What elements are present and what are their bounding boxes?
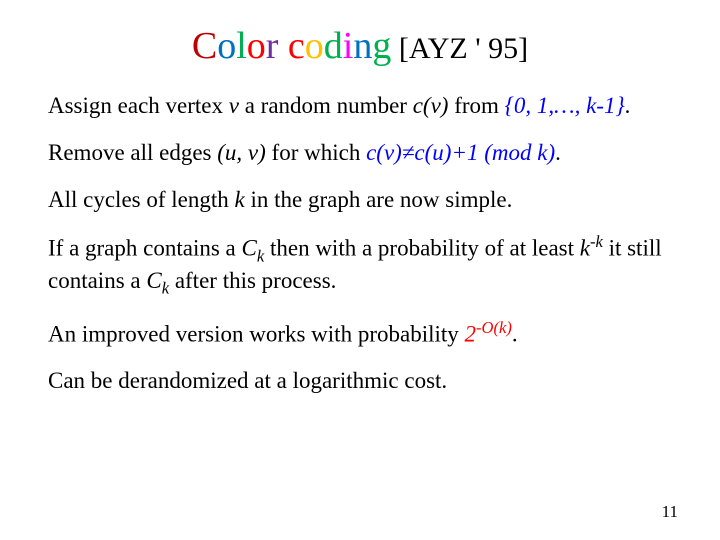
p4-text-a: If a graph contains a [48,236,242,261]
p4-C1: C [242,236,257,261]
p1-cv: c(v) [413,93,449,118]
p5-base: 2 [465,321,477,346]
slide-container: Color coding [AYZ ' 95] Assign each vert… [0,0,720,540]
p1-text-b: a random number [239,93,413,118]
p2-text-a: Remove all edges [48,140,217,165]
paragraph-2: Remove all edges (u, v) for which c(v)≠c… [48,139,672,168]
p4-k2-sub: k [162,279,169,298]
p2-uv: (u, v) [217,140,266,165]
p3-text-a: All cycles of length [48,187,235,212]
p4-exp: -k [590,232,603,251]
paragraph-5: An improved version works with probabili… [48,318,672,349]
p2-text-b: for which [266,140,366,165]
p3-k: k [235,187,245,212]
paragraph-6: Can be derandomized at a logarithmic cos… [48,367,672,396]
p5-text-b: . [512,321,518,346]
p4-text-b: then with a probability of at least [264,236,580,261]
paragraph-3: All cycles of length k in the graph are … [48,186,672,215]
p4-text-d: after this process. [169,268,336,293]
title-citation: [AYZ ' 95] [391,32,528,65]
p5-text-a: An improved version works with probabili… [48,321,465,346]
p4-C2: C [146,268,161,293]
page-number: 11 [662,502,678,522]
p4-kk: k [580,236,590,261]
paragraph-4: If a graph contains a Ck then with a pro… [48,232,672,299]
p1-text-a: Assign each vertex [48,93,229,118]
p3-text-b: in the graph are now simple. [245,187,513,212]
p2-cond: c(v)≠c(u)+1 (mod k) [366,140,555,165]
slide-title: Color coding [AYZ ' 95] [48,24,672,68]
p1-text-d: . [625,93,631,118]
p5-exp: -O(k) [476,318,512,337]
paragraph-1: Assign each vertex v a random number c(v… [48,92,672,121]
p1-var-v: v [229,93,239,118]
p2-text-c: . [555,140,561,165]
p1-text-c: from [448,93,504,118]
p1-set: {0, 1,…, k-1} [505,93,625,118]
title-colored-word: Color coding [192,25,392,67]
